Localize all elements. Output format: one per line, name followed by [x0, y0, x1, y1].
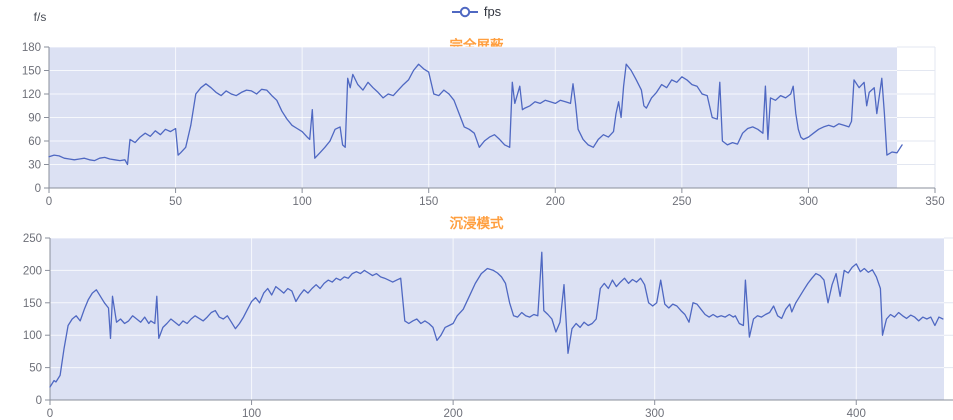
legend-label: fps — [483, 4, 502, 19]
grid-lines — [49, 46, 897, 188]
y-axis-tick-label: 0 — [36, 395, 42, 407]
fps-series-line — [48, 63, 903, 166]
chart-title-immersive-mode: 沉浸模式 — [449, 216, 504, 231]
x-axis-tick-label: 100 — [242, 408, 261, 420]
x-axis-tick-label: 150 — [419, 196, 438, 208]
y-axis-tick-label: 150 — [22, 66, 41, 78]
x-axis-tick-label: 400 — [847, 408, 866, 420]
x-axis-tick-label: 250 — [672, 196, 691, 208]
y-axis-tick-label: 180 — [22, 42, 41, 54]
y-axis-tick-label: 60 — [28, 136, 41, 148]
grid-lines — [50, 237, 944, 400]
x-axis-tick-label: 200 — [444, 408, 463, 420]
grid-lines — [897, 46, 936, 188]
y-axis-tick-label: 200 — [23, 265, 42, 277]
y-axis-tick-label: 50 — [29, 363, 42, 375]
fps-series-line — [49, 251, 944, 388]
legend-item-fps[interactable]: fps — [0, 4, 953, 20]
x-axis-tick-label: 100 — [293, 196, 312, 208]
x-axis-tick-label: 50 — [169, 196, 182, 208]
y-axis-tick-label: 90 — [28, 113, 41, 125]
x-axis-tick-label: 0 — [46, 196, 52, 208]
legend-line-icon — [451, 6, 478, 18]
y-axis-tick-label: 120 — [22, 89, 41, 101]
y-axis-tick-label: 0 — [35, 183, 41, 195]
y-axis-unit-label: f/s — [33, 10, 47, 24]
y-axis-tick-label: 250 — [23, 233, 42, 245]
x-axis-tick-label: 350 — [925, 196, 944, 208]
y-axis-tick-label: 150 — [23, 298, 42, 310]
y-axis-tick-label: 100 — [23, 330, 42, 342]
x-axis-tick-label: 200 — [546, 196, 565, 208]
x-axis-tick-label: 0 — [47, 408, 53, 420]
y-axis-tick-label: 30 — [28, 160, 41, 172]
plot-background — [50, 238, 944, 400]
x-axis-tick-label: 300 — [645, 408, 664, 420]
x-axis-tick-label: 300 — [799, 196, 818, 208]
